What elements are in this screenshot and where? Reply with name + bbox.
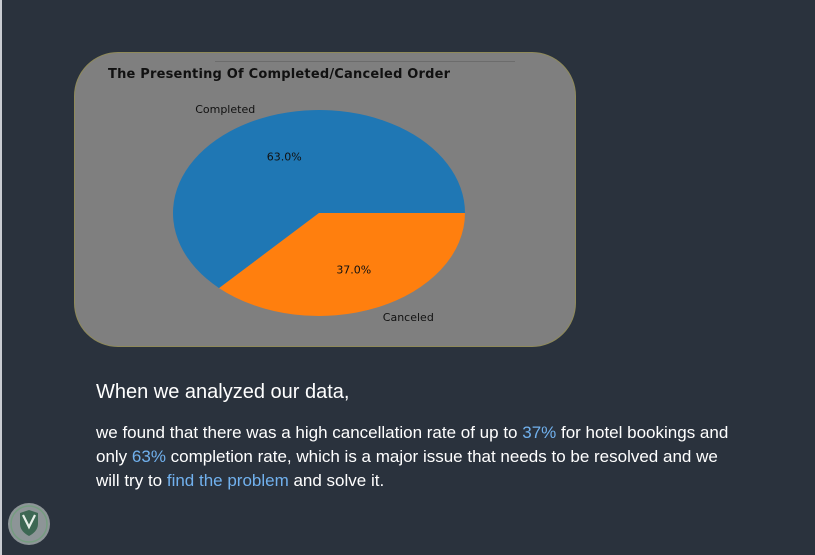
shield-logo-icon bbox=[8, 503, 50, 545]
pie-slice-canceled bbox=[219, 213, 465, 316]
caption-heading: When we analyzed our data, bbox=[96, 381, 350, 403]
left-edge-bar bbox=[0, 0, 2, 555]
pie-chart: 63.0% Completed 37.0% Canceled bbox=[173, 103, 465, 324]
paragraph-text-1: we found that there was a high cancellat… bbox=[96, 423, 523, 442]
highlight-completion-rate: 63% bbox=[131, 447, 166, 466]
pie-slice-completed bbox=[173, 110, 465, 289]
chart-title: The Presenting Of Completed/Canceled Ord… bbox=[108, 67, 451, 82]
paragraph-text-3: completion rate, which is a major issue … bbox=[96, 447, 718, 490]
highlight-cancel-rate: 37% bbox=[522, 423, 557, 442]
pie-category-label-canceled: Canceled bbox=[383, 311, 434, 324]
pie-category-label-completed: Completed bbox=[195, 103, 255, 116]
highlight-find-problem: find the problem bbox=[166, 471, 289, 490]
title-rule bbox=[215, 61, 515, 62]
pie-value-label-canceled: 37.0% bbox=[336, 264, 371, 277]
paragraph-text-4: and solve it. bbox=[288, 471, 385, 490]
summary-paragraph: we found that there was a high cancellat… bbox=[96, 421, 736, 493]
chart-card: The Presenting Of Completed/Canceled Ord… bbox=[74, 52, 576, 347]
paragraph-text-2: for hotel bookings and only bbox=[96, 423, 729, 466]
pie-value-label-completed: 63.0% bbox=[267, 150, 302, 163]
